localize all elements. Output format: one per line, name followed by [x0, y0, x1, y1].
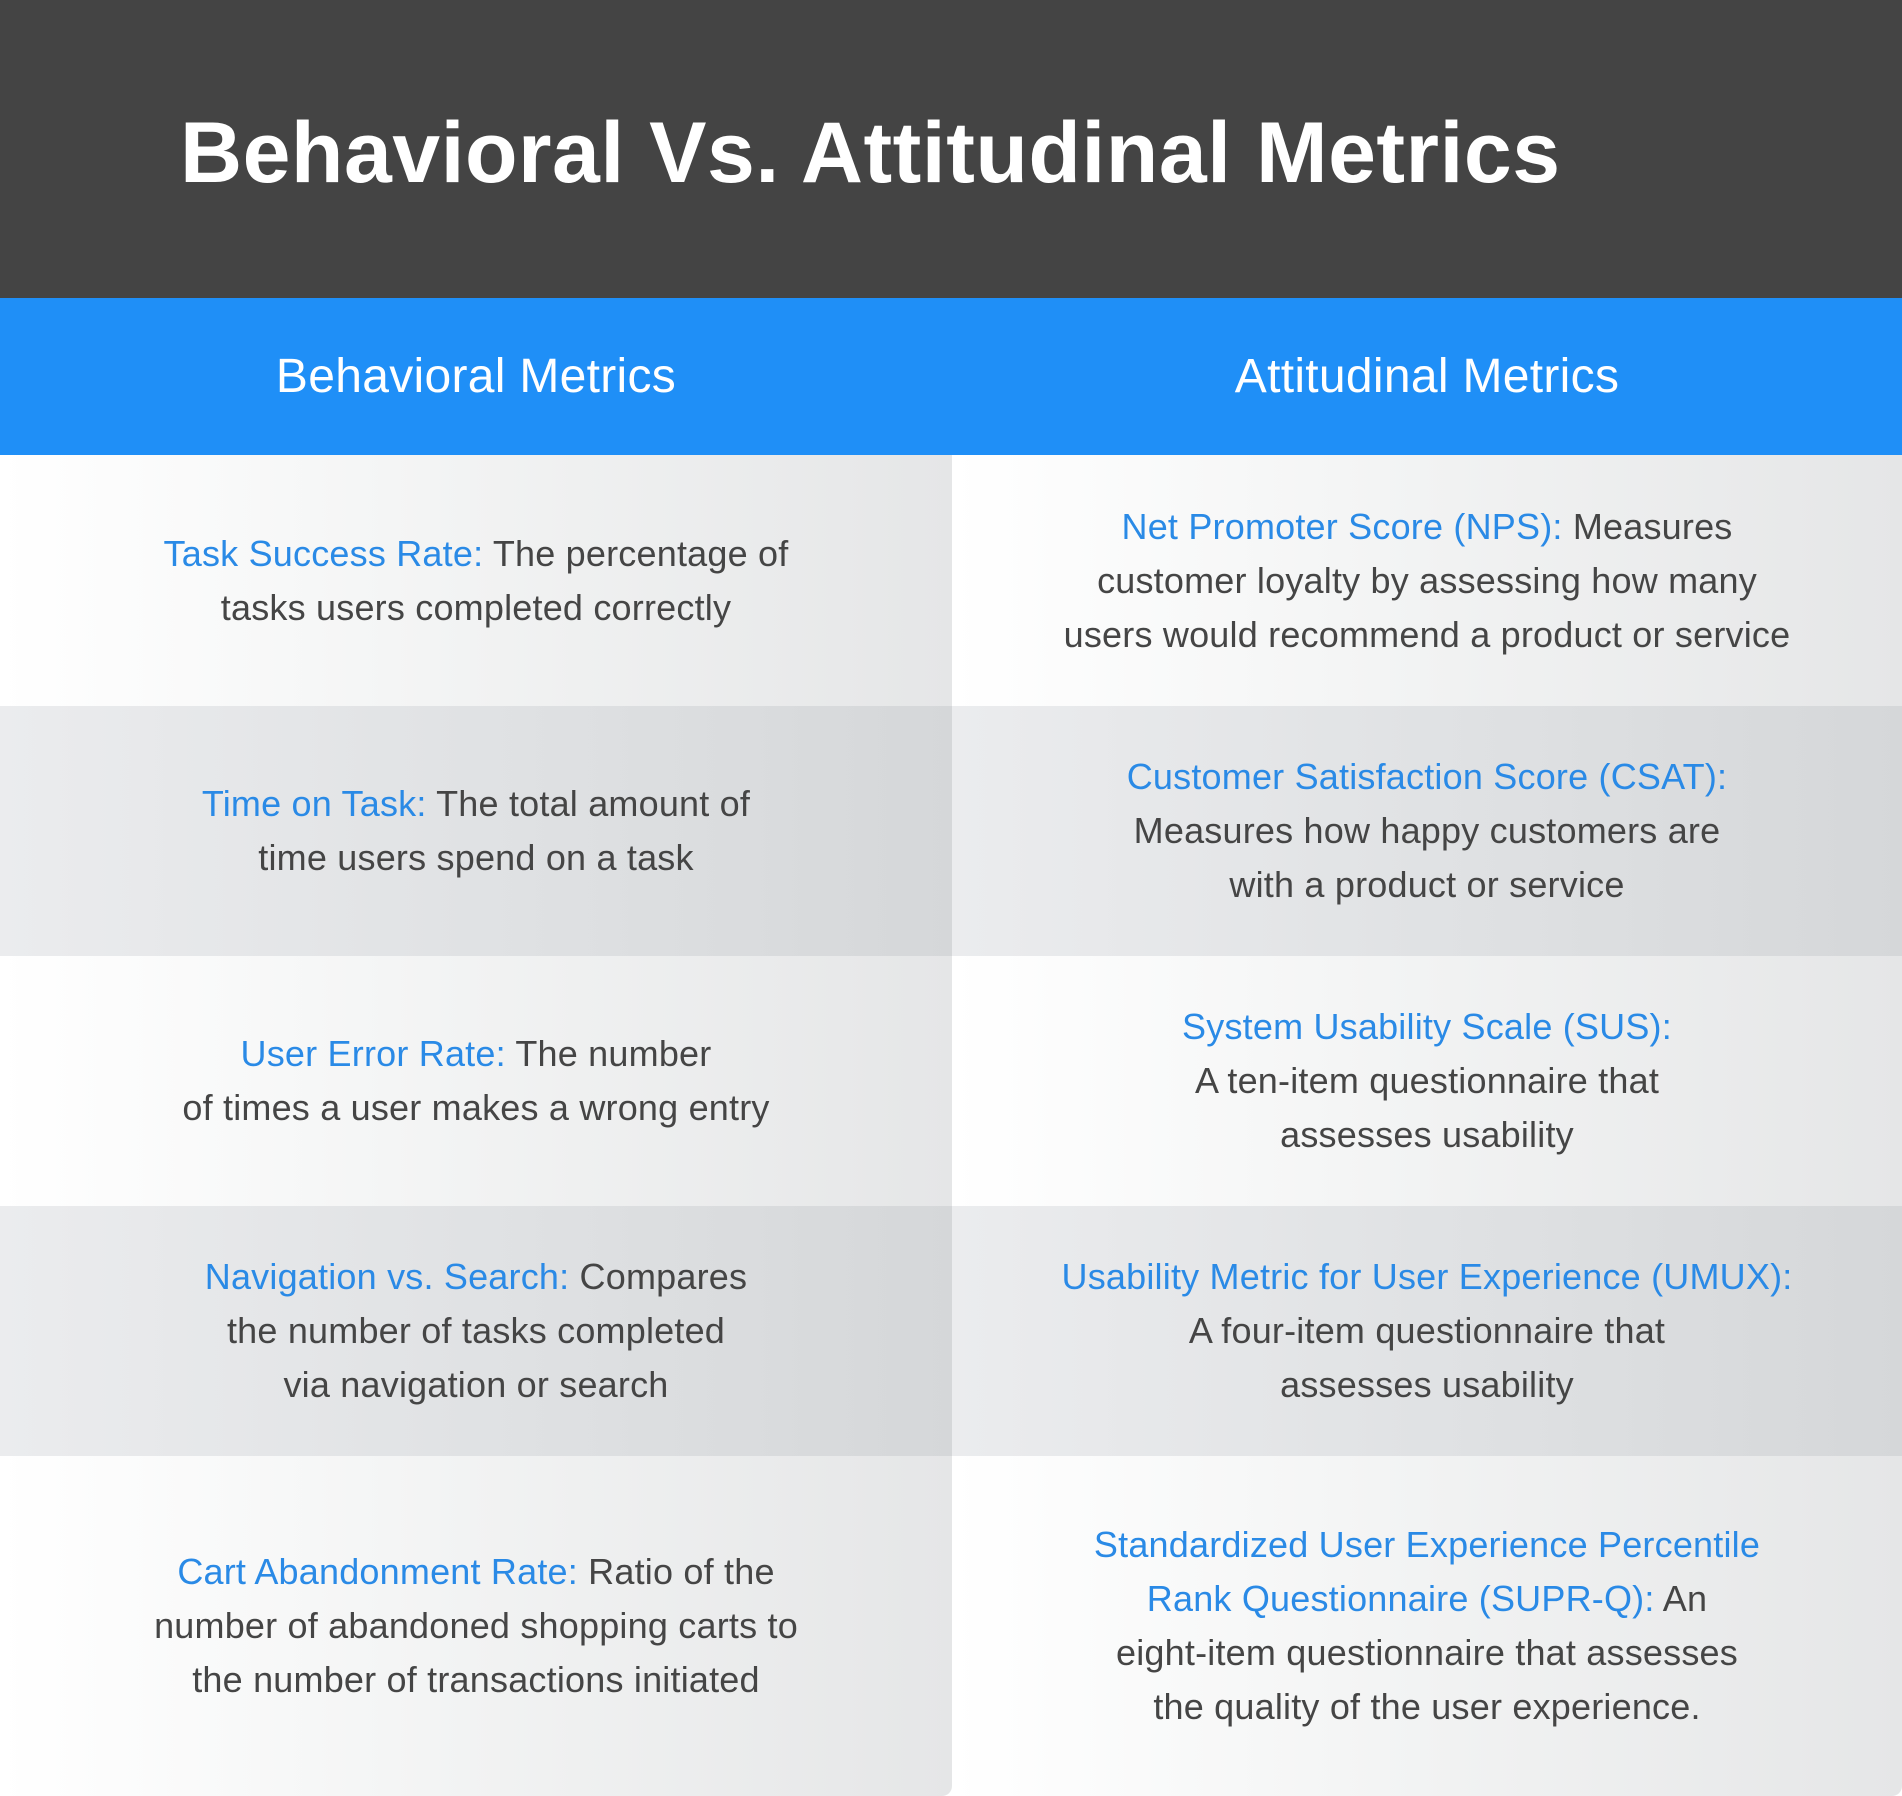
cell-line: the quality of the user experience. [1153, 1680, 1700, 1734]
metric-description: tasks users completed correctly [220, 586, 732, 628]
cell-line: Customer Satisfaction Score (CSAT): [1127, 750, 1728, 804]
cell-line: Net Promoter Score (NPS): Measures [1122, 500, 1733, 554]
cell-line: Task Success Rate: The percentage of [164, 527, 789, 581]
behavioral-cell: Cart Abandonment Rate: Ratio of the numb… [0, 1456, 952, 1796]
metric-description: assesses usability [1280, 1114, 1574, 1155]
metric-term: Navigation vs. Search: [204, 1256, 570, 1297]
metric-term: Task Success Rate: [163, 532, 484, 574]
cell-line: User Error Rate: The number [241, 1027, 712, 1081]
metric-term: Standardized User Experience Percentile [1093, 1524, 1761, 1565]
column-header-attitudinal: Attitudinal Metrics [1234, 349, 1620, 403]
cell-line: Navigation vs. Search: Compares [205, 1250, 747, 1304]
attitudinal-cell: Usability Metric for User Experience (UM… [952, 1206, 1902, 1456]
table-row: Cart Abandonment Rate: Ratio of the numb… [0, 1456, 1902, 1796]
attitudinal-cell: Customer Satisfaction Score (CSAT): Meas… [952, 706, 1902, 956]
metric-description: customer loyalty by assessing how many [1097, 559, 1757, 601]
behavioral-cell: Time on Task: The total amount of time u… [0, 706, 952, 956]
cell-line: the number of transactions initiated [192, 1653, 760, 1707]
metric-description: of times a user makes a wrong entry [182, 1087, 770, 1128]
behavioral-cell: Navigation vs. Search: Compares the numb… [0, 1206, 952, 1456]
metric-description: A four-item questionnaire that [1188, 1310, 1666, 1351]
metric-description: Compares [569, 1256, 748, 1297]
cell-line: customer loyalty by assessing how many [1097, 554, 1757, 608]
metric-term: User Error Rate: [240, 1033, 506, 1074]
cell-line: Usability Metric for User Experience (UM… [1062, 1250, 1793, 1304]
metric-term: System Usability Scale (SUS): [1182, 1006, 1672, 1047]
table-row: Task Success Rate: The percentage of tas… [0, 455, 1902, 706]
cell-line: of times a user makes a wrong entry [182, 1081, 769, 1135]
cell-line: A four-item questionnaire that [1189, 1304, 1665, 1358]
behavioral-cell: User Error Rate: The number of times a u… [0, 956, 952, 1206]
cell-line: A ten-item questionnaire that [1195, 1054, 1659, 1108]
metric-description: the quality of the user experience. [1153, 1686, 1701, 1727]
metric-description: An [1654, 1578, 1708, 1619]
cell-line: with a product or service [1229, 858, 1624, 912]
cell-line: assesses usability [1280, 1108, 1574, 1162]
metric-term: Cart Abandonment Rate: [177, 1551, 578, 1592]
metric-description: The percentage of [483, 532, 789, 574]
page-title: Behavioral Vs. Attitudinal Metrics [180, 105, 1561, 201]
cell-line: eight-item questionnaire that assesses [1116, 1626, 1738, 1680]
metric-description: eight-item questionnaire that assesses [1116, 1632, 1738, 1673]
table-row: Navigation vs. Search: Compares the numb… [0, 1206, 1902, 1456]
metric-term: Time on Task: [201, 783, 427, 824]
attitudinal-cell: Net Promoter Score (NPS): Measures custo… [952, 455, 1902, 706]
metric-description: A ten-item questionnaire that [1194, 1060, 1660, 1101]
metric-description: time users spend on a task [258, 837, 694, 878]
metric-description: the number of transactions initiated [192, 1659, 760, 1700]
cell-line: assesses usability [1280, 1358, 1574, 1412]
metric-description: Measures [1562, 505, 1733, 547]
metric-description: Measures how happy customers are [1133, 810, 1721, 851]
metrics-table: Task Success Rate: The percentage of tas… [0, 455, 1902, 1796]
cell-line: via navigation or search [283, 1358, 668, 1412]
cell-line: users would recommend a product or servi… [1064, 608, 1791, 662]
cell-line: Rank Questionnaire (SUPR-Q): An [1147, 1572, 1707, 1626]
column-header-behavioral: Behavioral Metrics [275, 349, 677, 403]
metric-term: Usability Metric for User Experience (UM… [1061, 1256, 1793, 1297]
attitudinal-cell: System Usability Scale (SUS): A ten-item… [952, 956, 1902, 1206]
metric-term: Customer Satisfaction Score (CSAT): [1126, 756, 1728, 797]
metric-term: Rank Questionnaire (SUPR-Q): [1146, 1578, 1655, 1619]
metric-term: Net Promoter Score (NPS): [1121, 505, 1563, 547]
cell-line: the number of tasks completed [227, 1304, 725, 1358]
cell-line: tasks users completed correctly [221, 581, 731, 635]
attitudinal-cell: Standardized User Experience Percentile … [952, 1456, 1902, 1796]
table-row: Time on Task: The total amount of time u… [0, 706, 1902, 956]
metric-description: assesses usability [1280, 1364, 1574, 1405]
cell-line: Time on Task: The total amount of [202, 777, 750, 831]
metric-description: The number [505, 1033, 712, 1074]
metric-description: with a product or service [1229, 864, 1625, 905]
title-bar: Behavioral Vs. Attitudinal Metrics [0, 0, 1902, 298]
column-header-bar: Behavioral Metrics Attitudinal Metrics [0, 298, 1902, 455]
cell-line: number of abandoned shopping carts to [154, 1599, 798, 1653]
metric-description: Ratio of the [577, 1551, 775, 1592]
metric-description: users would recommend a product or servi… [1063, 613, 1791, 655]
metric-description: the number of tasks completed [226, 1310, 726, 1351]
metric-description: via navigation or search [283, 1364, 669, 1405]
metric-description: number of abandoned shopping carts to [154, 1605, 798, 1646]
cell-line: System Usability Scale (SUS): [1182, 1000, 1672, 1054]
cell-line: Cart Abandonment Rate: Ratio of the [177, 1545, 774, 1599]
metric-description: The total amount of [426, 783, 751, 824]
cell-line: Standardized User Experience Percentile [1094, 1518, 1760, 1572]
behavioral-cell: Task Success Rate: The percentage of tas… [0, 455, 952, 706]
table-row: User Error Rate: The number of times a u… [0, 956, 1902, 1206]
cell-line: Measures how happy customers are [1134, 804, 1721, 858]
cell-line: time users spend on a task [258, 831, 693, 885]
